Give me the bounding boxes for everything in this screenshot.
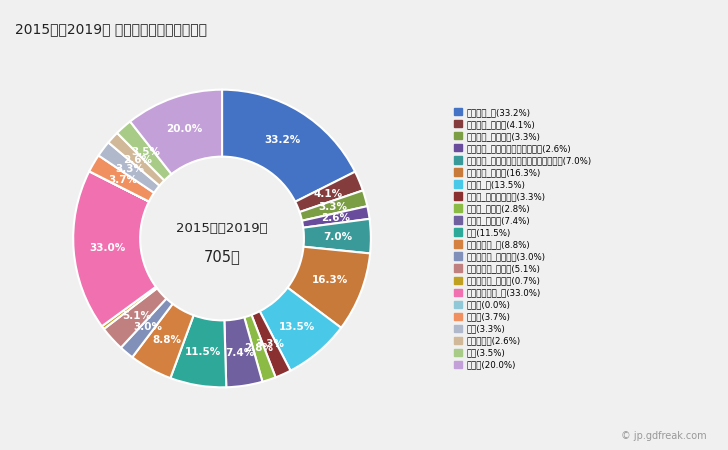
Wedge shape bbox=[90, 171, 149, 202]
Wedge shape bbox=[108, 133, 165, 186]
Wedge shape bbox=[245, 315, 276, 382]
Wedge shape bbox=[224, 317, 262, 387]
Text: 3.0%: 3.0% bbox=[133, 322, 162, 332]
Text: 7.4%: 7.4% bbox=[225, 347, 254, 358]
Text: 4.1%: 4.1% bbox=[314, 189, 343, 199]
Wedge shape bbox=[299, 190, 368, 220]
Wedge shape bbox=[260, 288, 341, 371]
Wedge shape bbox=[132, 304, 194, 378]
Text: 5.1%: 5.1% bbox=[122, 311, 151, 321]
Wedge shape bbox=[102, 287, 157, 329]
Text: 11.5%: 11.5% bbox=[185, 347, 221, 357]
Wedge shape bbox=[117, 122, 172, 180]
Wedge shape bbox=[90, 155, 154, 202]
Text: 2.6%: 2.6% bbox=[321, 213, 350, 223]
Text: 16.3%: 16.3% bbox=[312, 275, 348, 285]
Text: 20.0%: 20.0% bbox=[166, 125, 202, 135]
Text: 13.5%: 13.5% bbox=[279, 322, 314, 332]
Text: 3.5%: 3.5% bbox=[131, 147, 160, 157]
Wedge shape bbox=[130, 90, 222, 174]
Text: 2015年～2019年: 2015年～2019年 bbox=[176, 221, 268, 234]
Wedge shape bbox=[303, 219, 371, 253]
Wedge shape bbox=[104, 288, 167, 348]
Wedge shape bbox=[121, 298, 173, 357]
Wedge shape bbox=[302, 206, 370, 228]
Text: 33.0%: 33.0% bbox=[89, 243, 125, 253]
Text: 3.7%: 3.7% bbox=[108, 175, 137, 185]
Text: 705人: 705人 bbox=[204, 249, 240, 264]
Wedge shape bbox=[74, 171, 156, 326]
Text: 7.0%: 7.0% bbox=[323, 232, 352, 242]
Wedge shape bbox=[295, 172, 363, 212]
Text: 2.6%: 2.6% bbox=[123, 155, 151, 165]
Text: © jp.gdfreak.com: © jp.gdfreak.com bbox=[620, 431, 706, 441]
Wedge shape bbox=[222, 90, 355, 202]
Text: 2.8%: 2.8% bbox=[244, 343, 273, 353]
Text: 3.3%: 3.3% bbox=[255, 339, 284, 349]
Text: 3.3%: 3.3% bbox=[319, 202, 347, 212]
Legend: 悪性腫瘍_計(33.2%), 悪性腫瘍_胃がん(4.1%), 悪性腫瘍_大腸がん(3.3%), 悪性腫瘍_肝がん・肝内胆管がん(2.6%), 悪性腫瘍_気管がん: 悪性腫瘍_計(33.2%), 悪性腫瘍_胃がん(4.1%), 悪性腫瘍_大腸がん… bbox=[451, 104, 595, 373]
Text: 8.8%: 8.8% bbox=[152, 335, 181, 345]
Wedge shape bbox=[251, 311, 290, 378]
Text: 33.2%: 33.2% bbox=[264, 135, 301, 145]
Text: 3.3%: 3.3% bbox=[116, 164, 144, 174]
Wedge shape bbox=[288, 247, 370, 328]
Wedge shape bbox=[98, 142, 159, 193]
Wedge shape bbox=[170, 315, 226, 387]
Text: 2015年～2019年 五戸町の男性の死因構成: 2015年～2019年 五戸町の男性の死因構成 bbox=[15, 22, 207, 36]
